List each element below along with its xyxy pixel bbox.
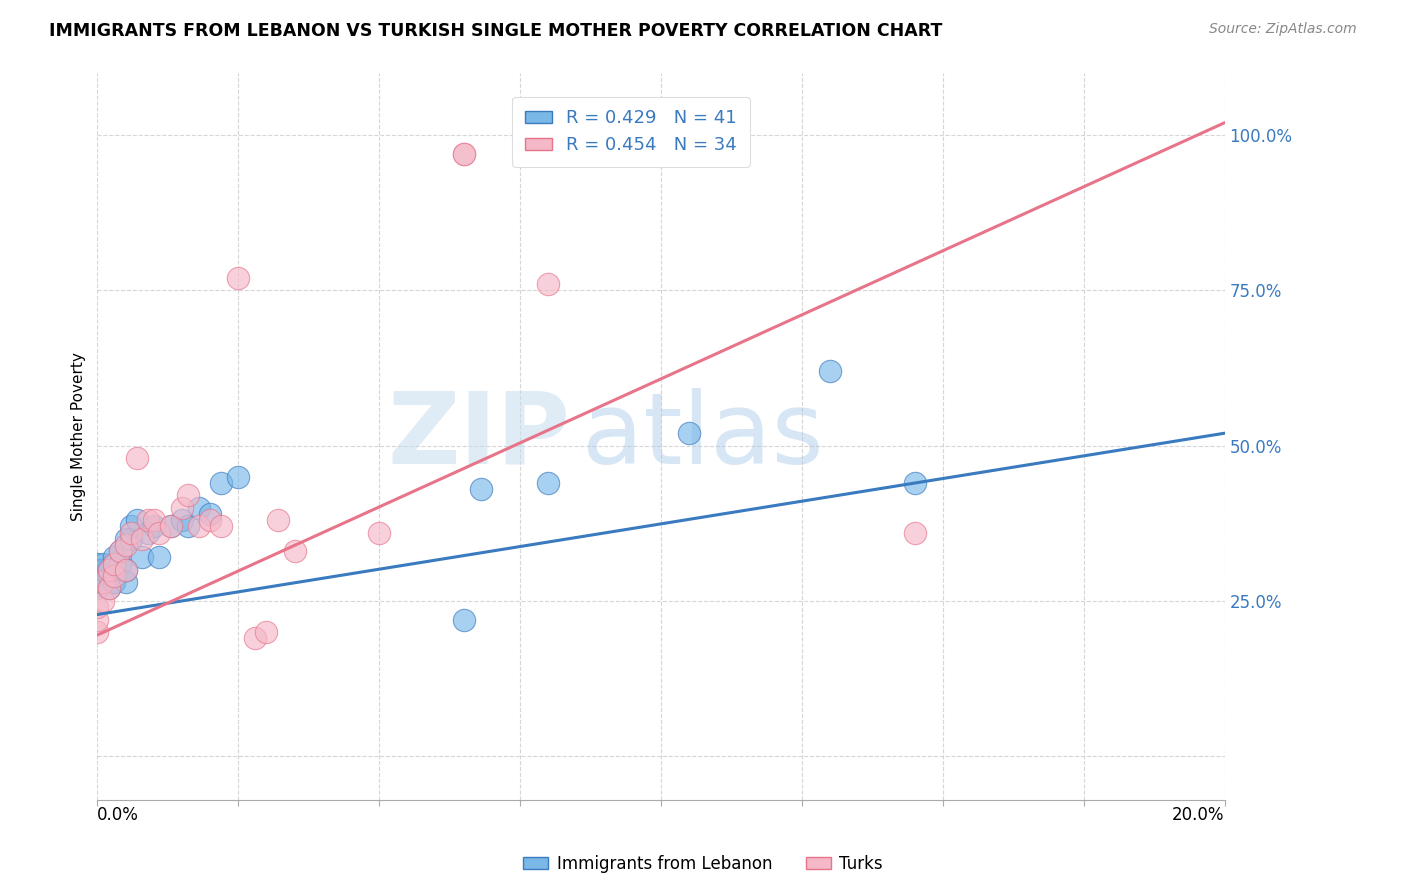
Text: IMMIGRANTS FROM LEBANON VS TURKISH SINGLE MOTHER POVERTY CORRELATION CHART: IMMIGRANTS FROM LEBANON VS TURKISH SINGL… — [49, 22, 942, 40]
Point — [114, 538, 136, 552]
Point — [170, 513, 193, 527]
Point — [103, 563, 125, 577]
Point — [97, 563, 120, 577]
Point — [86, 575, 108, 590]
Point — [97, 569, 120, 583]
Point — [142, 513, 165, 527]
Text: 0.0%: 0.0% — [97, 805, 139, 824]
Point — [86, 557, 108, 571]
Point — [904, 525, 927, 540]
Point — [198, 513, 221, 527]
Point — [108, 544, 131, 558]
Point — [120, 532, 142, 546]
Point — [103, 557, 125, 571]
Point — [187, 500, 209, 515]
Text: 20.0%: 20.0% — [1173, 805, 1225, 824]
Text: Source: ZipAtlas.com: Source: ZipAtlas.com — [1209, 22, 1357, 37]
Y-axis label: Single Mother Poverty: Single Mother Poverty — [72, 351, 86, 521]
Point — [86, 569, 108, 583]
Point — [678, 426, 700, 441]
Point — [453, 146, 475, 161]
Point — [176, 519, 198, 533]
Point — [198, 507, 221, 521]
Point — [97, 582, 120, 596]
Point — [114, 563, 136, 577]
Point — [159, 519, 181, 533]
Point — [256, 624, 278, 639]
Point — [91, 575, 114, 590]
Point — [537, 475, 560, 490]
Point — [209, 475, 232, 490]
Point — [120, 525, 142, 540]
Point — [142, 519, 165, 533]
Text: ZIP: ZIP — [388, 388, 571, 484]
Point — [86, 563, 108, 577]
Point — [108, 557, 131, 571]
Point — [114, 563, 136, 577]
Point — [136, 525, 159, 540]
Point — [86, 613, 108, 627]
Point — [114, 575, 136, 590]
Point — [243, 631, 266, 645]
Point — [136, 513, 159, 527]
Point — [91, 575, 114, 590]
Legend: R = 0.429   N = 41, R = 0.454   N = 34: R = 0.429 N = 41, R = 0.454 N = 34 — [512, 96, 749, 167]
Point — [103, 550, 125, 565]
Point — [453, 613, 475, 627]
Point — [103, 557, 125, 571]
Point — [120, 519, 142, 533]
Point — [284, 544, 307, 558]
Point — [91, 557, 114, 571]
Point — [86, 600, 108, 615]
Point — [904, 475, 927, 490]
Point — [91, 569, 114, 583]
Point — [108, 544, 131, 558]
Point — [818, 364, 841, 378]
Point — [170, 500, 193, 515]
Point — [159, 519, 181, 533]
Point — [91, 594, 114, 608]
Point — [114, 532, 136, 546]
Point — [148, 525, 170, 540]
Point — [267, 513, 290, 527]
Point — [131, 550, 153, 565]
Legend: Immigrants from Lebanon, Turks: Immigrants from Lebanon, Turks — [517, 848, 889, 880]
Point — [187, 519, 209, 533]
Point — [537, 277, 560, 292]
Point — [91, 563, 114, 577]
Point — [226, 469, 249, 483]
Point — [86, 624, 108, 639]
Point — [125, 513, 148, 527]
Point — [368, 525, 391, 540]
Point — [97, 582, 120, 596]
Point — [148, 550, 170, 565]
Text: atlas: atlas — [582, 388, 824, 484]
Point — [103, 569, 125, 583]
Point — [131, 532, 153, 546]
Point — [226, 271, 249, 285]
Point — [125, 450, 148, 465]
Point — [97, 563, 120, 577]
Point — [209, 519, 232, 533]
Point — [86, 582, 108, 596]
Point — [453, 146, 475, 161]
Point — [176, 488, 198, 502]
Point — [470, 482, 492, 496]
Point — [103, 575, 125, 590]
